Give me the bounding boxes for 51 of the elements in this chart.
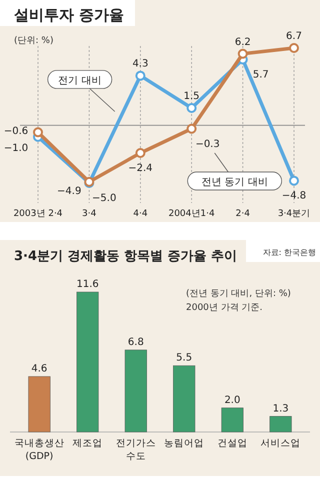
data-label: −0.3 [195, 138, 220, 150]
x-tick-label: 서비스업 [260, 438, 301, 449]
data-label: 6.8 [128, 336, 144, 348]
data-label: 6.7 [286, 31, 302, 42]
data-label: 2.0 [224, 394, 240, 406]
chart-subtitle: (단위: %) [14, 36, 54, 46]
chart-subtitle: (전년 동기 대비, 단위: %) 2000년 가격 기준. [186, 289, 291, 313]
x-tick-label: 건설업 [217, 438, 248, 449]
bar [270, 416, 292, 432]
point [186, 124, 197, 134]
data-label: −1.0 [4, 142, 28, 154]
data-label: 6.2 [234, 36, 251, 48]
chart-title: 설비투자 증가율 [14, 6, 124, 24]
data-label: 1.3 [272, 403, 289, 414]
x-tick-label: 국내총생산 (GDP) [14, 438, 64, 462]
data-label: 5.5 [176, 352, 192, 364]
x-tick-label: 2003년 2·4 [13, 209, 63, 219]
data-label: −0.6 [4, 126, 28, 138]
x-tick-label: 2·4 [236, 209, 250, 219]
x-tick-label: 제조업 [72, 438, 103, 449]
bar [76, 292, 99, 432]
x-tick-label: 3·4 [82, 209, 97, 219]
point [135, 148, 146, 158]
x-tick-label: 2004년1·4 [168, 209, 215, 219]
bar [28, 376, 50, 432]
data-label: −4.9 [57, 186, 82, 197]
bar [173, 365, 196, 432]
point [135, 70, 146, 81]
data-label: 1.5 [184, 91, 200, 102]
x-tick-label: 3·4분기 [278, 209, 310, 219]
text: 전기 대비 [58, 75, 102, 86]
data-label: −4.8 [282, 190, 306, 202]
text: 자료: 한국은행 [262, 248, 316, 257]
point [238, 48, 248, 59]
data-label: 4.3 [132, 58, 148, 70]
data-label: −5.0 [92, 193, 116, 204]
point [289, 43, 299, 53]
text: 전년 동기 대비 [201, 177, 268, 188]
point [289, 176, 299, 186]
bar [221, 408, 244, 432]
x-tick-label: 농림어업 [164, 438, 204, 449]
data-label: 4.6 [31, 363, 48, 374]
data-label: 5.7 [252, 70, 269, 81]
data-label: −2.4 [128, 163, 153, 174]
chart-title: 3·4분기 경제활동 항목별 증가율 추이 [14, 249, 238, 264]
x-tick-label: 전기가스 수도 [116, 438, 156, 462]
data-label: 11.6 [76, 279, 99, 290]
x-tick-label: 4·4 [133, 209, 148, 219]
point [33, 127, 43, 138]
bar [124, 350, 147, 432]
point [186, 103, 197, 113]
